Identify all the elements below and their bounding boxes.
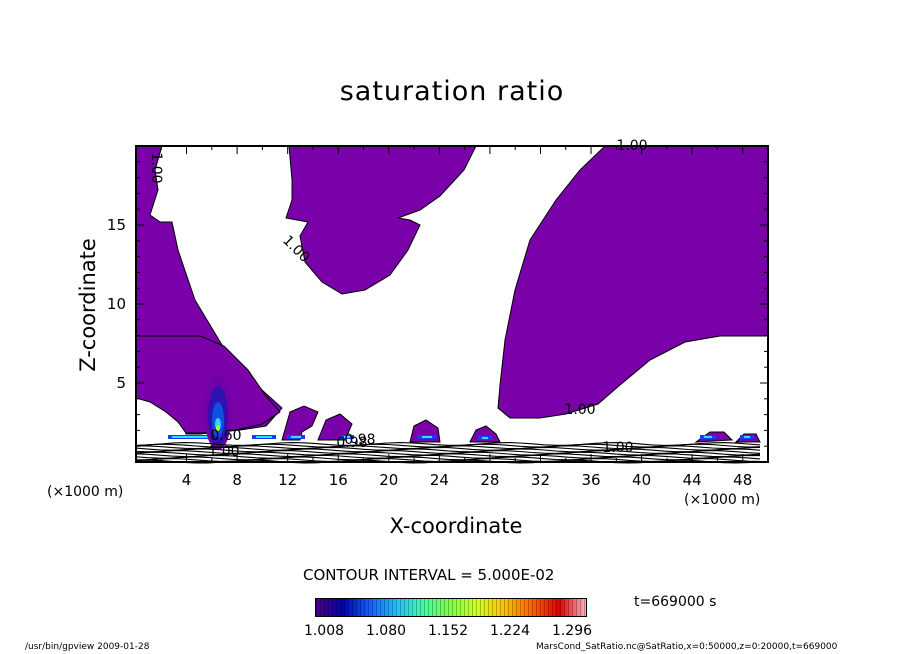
x-tick-label: 4 [182, 471, 192, 489]
contour-line-7 [135, 453, 761, 458]
saturated-cell-2 [317, 413, 353, 441]
colorbar-tick-label: 1.080 [365, 623, 407, 639]
colorbar-tick-label: 1.008 [303, 623, 345, 639]
high-ratio-core-2 [291, 436, 301, 438]
footer-right-text: MarsCond_SatRatio.nc@SatRatio,x=0:50000,… [536, 642, 838, 652]
high-ratio-core-3 [344, 436, 350, 438]
contour-label: 1.00 [208, 444, 239, 460]
contour-label: 1.00 [616, 138, 647, 154]
saturated-cell-1 [281, 405, 319, 441]
x-tick-label: 12 [278, 471, 297, 489]
x-tick-label: 24 [430, 471, 449, 489]
x-tick-label: 20 [379, 471, 398, 489]
contour-line-2 [135, 445, 761, 450]
high-ratio-core-4 [422, 436, 432, 438]
high-ratio-core-1 [256, 436, 272, 438]
x-tick-label: 40 [632, 471, 651, 489]
contour-label: 0.98 [336, 435, 367, 451]
x-axis-label: X-coordinate [389, 514, 523, 538]
colorbar-tick-label: 1.224 [489, 623, 531, 639]
plume-core [216, 425, 220, 431]
high-ratio-core-5 [482, 437, 488, 439]
saturated-region-top-center [285, 146, 477, 295]
chart-title: saturation ratio [339, 76, 565, 107]
x-tick-label: 16 [329, 471, 348, 489]
x-tick-label: 28 [480, 471, 499, 489]
contour-label: 1.00 [564, 402, 595, 418]
x-tick-label: 36 [581, 471, 600, 489]
time-label: t=669000 s [634, 594, 717, 610]
contour-interval-label: CONTOUR INTERVAL = 5.000E-02 [303, 566, 555, 584]
contour-line-4 [135, 448, 761, 453]
contour-label: 1.00 [148, 152, 164, 183]
contour-line-8 [135, 454, 761, 459]
contour-line-0 [135, 442, 761, 446]
x-tick-label: 44 [683, 471, 702, 489]
y-tick-label: 15 [107, 216, 126, 234]
contour-label: 1.00 [602, 440, 633, 456]
colorbar [315, 598, 587, 617]
footer-left-text: /usr/bin/gpview 2009-01-28 [25, 642, 150, 652]
x-axis-unit-right: (×1000 m) [684, 492, 761, 508]
contour-line-9 [135, 456, 761, 461]
contour-label: 0.60 [210, 428, 241, 444]
x-tick-label: 48 [733, 471, 752, 489]
colorbar-tick-label: 1.296 [551, 623, 593, 639]
saturated-region-top-right [497, 146, 768, 419]
x-axis-unit-left: (×1000 m) [47, 484, 124, 500]
saturated-cell-4 [469, 425, 501, 443]
x-tick-label: 32 [531, 471, 550, 489]
colorbar-tick-label: 1.152 [427, 623, 469, 639]
high-ratio-core-0 [172, 436, 212, 438]
x-tick-label: 8 [232, 471, 242, 489]
contour-line-3 [135, 446, 761, 451]
saturated-region-lower-left [136, 335, 281, 434]
contour-fill-group [136, 146, 768, 443]
high-ratio-core-6 [704, 436, 712, 438]
y-tick-label: 10 [107, 295, 126, 313]
contour-label: 0.98 [344, 432, 375, 448]
y-tick-label: 5 [116, 374, 126, 392]
contour-line-5 [135, 450, 761, 454]
high-ratio-core-7 [744, 436, 750, 438]
